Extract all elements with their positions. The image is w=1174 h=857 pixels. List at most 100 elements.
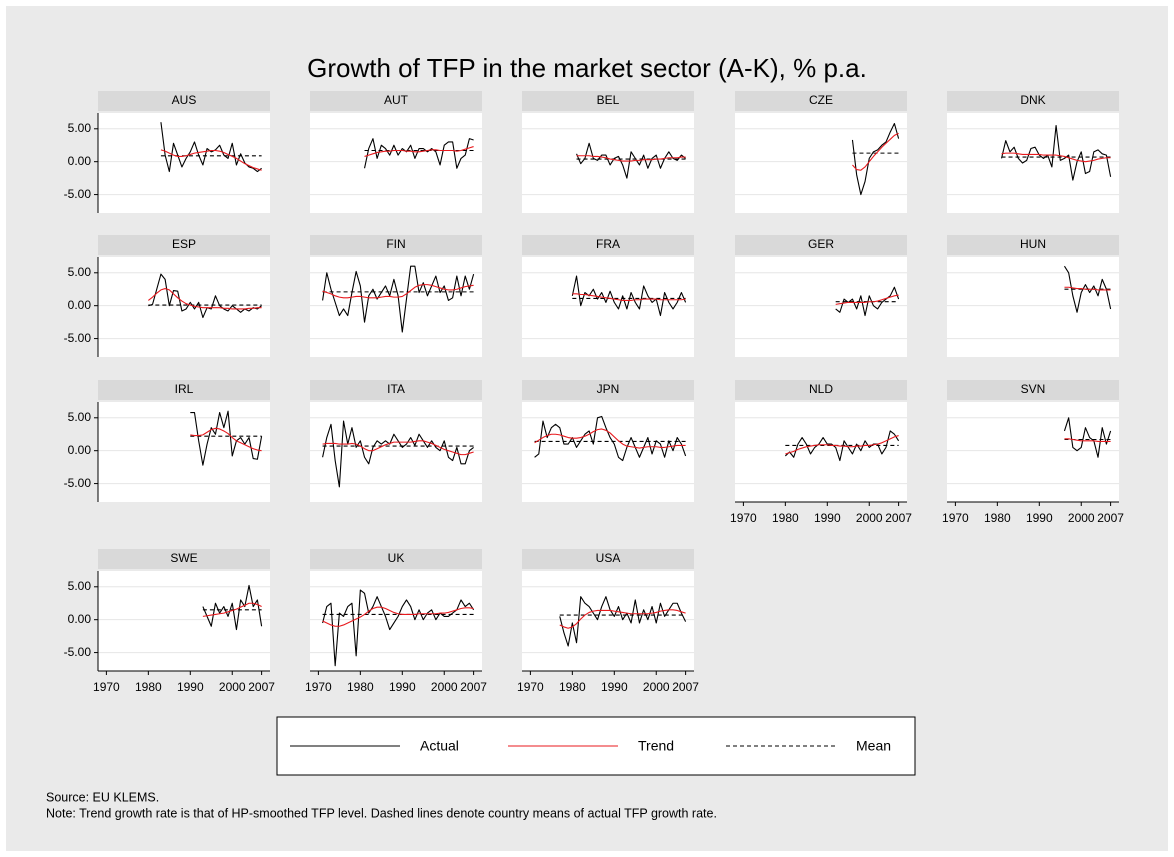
panel-title: CZE <box>809 93 833 107</box>
x-tick-label: 2000 <box>431 680 458 694</box>
x-tick-label: 2007 <box>248 680 275 694</box>
actual-line <box>202 584 263 631</box>
trend-line <box>1001 152 1111 163</box>
x-tick-label: 1970 <box>942 511 969 525</box>
actual-line <box>322 589 475 667</box>
panel-title: AUT <box>384 93 409 107</box>
panel-title: ITA <box>387 382 405 396</box>
panel-title: ESP <box>172 237 196 251</box>
x-tick-label: 1970 <box>730 511 757 525</box>
panel-header <box>522 549 694 569</box>
actual-line <box>576 142 686 179</box>
panel-header <box>522 91 694 111</box>
x-tick-label: 1980 <box>984 511 1011 525</box>
x-tick-label: 1970 <box>93 680 120 694</box>
actual-line <box>364 138 474 169</box>
actual-line <box>1001 124 1112 181</box>
panel-title: UK <box>388 551 405 565</box>
x-tick-label: 1990 <box>1026 511 1053 525</box>
legend-label: Trend <box>638 738 674 754</box>
x-tick-label: 2007 <box>460 680 487 694</box>
trend-line <box>148 288 262 310</box>
y-tick-label: 5.00 <box>68 265 92 279</box>
trend-line <box>190 427 262 452</box>
trend-line <box>572 293 686 301</box>
plot-area <box>310 113 482 213</box>
actual-line <box>559 596 687 647</box>
plot-area <box>98 402 270 502</box>
plot-area <box>310 257 482 357</box>
x-tick-label: 2000 <box>1068 511 1095 525</box>
x-tick-label: 1980 <box>347 680 374 694</box>
x-tick-label: 1990 <box>601 680 628 694</box>
panel-header <box>98 549 270 569</box>
panel-title: AUS <box>172 93 197 107</box>
x-tick-label: 1980 <box>135 680 162 694</box>
actual-line <box>784 430 900 462</box>
panel-header <box>310 549 482 569</box>
actual-line <box>190 410 263 466</box>
plot-area <box>522 402 694 502</box>
x-tick-label: 1970 <box>305 680 332 694</box>
actual-line <box>851 122 900 196</box>
x-tick-label: 2007 <box>885 511 912 525</box>
panel-title: HUN <box>1020 237 1046 251</box>
trend-line <box>576 155 686 162</box>
plot-area <box>522 257 694 357</box>
x-tick-label: 1990 <box>177 680 204 694</box>
x-tick-label: 1990 <box>814 511 841 525</box>
panel-header <box>522 380 694 400</box>
panel-title: DNK <box>1020 93 1045 107</box>
panel-header <box>735 235 907 255</box>
panel-title: USA <box>596 551 621 565</box>
plot-area <box>735 113 907 213</box>
x-tick-label: 2007 <box>672 680 699 694</box>
panel-title: FIN <box>386 237 405 251</box>
actual-line <box>160 122 262 173</box>
trend-line <box>364 146 474 157</box>
panel-header <box>947 91 1119 111</box>
y-tick-label: 5.00 <box>68 121 92 135</box>
trend-line <box>202 602 262 617</box>
trend-line <box>785 435 899 455</box>
y-tick-label: 0.00 <box>68 298 92 312</box>
panel-header <box>98 235 270 255</box>
panel-title: JPN <box>597 382 620 396</box>
panel-title: NLD <box>809 382 833 396</box>
panel-header <box>310 380 482 400</box>
panel-header <box>735 91 907 111</box>
trend-line <box>1064 286 1111 291</box>
plot-area <box>947 113 1119 213</box>
source-note: Source: EU KLEMS. <box>46 790 159 804</box>
plot-area <box>98 257 270 357</box>
trend-line <box>1064 438 1111 443</box>
actual-line <box>1063 265 1112 313</box>
y-tick-label: -5.00 <box>64 645 92 659</box>
legend-label: Actual <box>420 738 459 754</box>
panel-header <box>310 235 482 255</box>
panel-header <box>98 91 270 111</box>
x-tick-label: 2000 <box>643 680 670 694</box>
panel-title: SWE <box>170 551 197 565</box>
panel-header <box>522 235 694 255</box>
panel-title: IRL <box>175 382 194 396</box>
panel-title: BEL <box>597 93 620 107</box>
actual-line <box>534 415 687 462</box>
panel-title: FRA <box>596 237 620 251</box>
panel-title: SVN <box>1021 382 1046 396</box>
panel-header <box>947 235 1119 255</box>
trend-line <box>559 609 686 629</box>
trend-line <box>852 132 899 171</box>
panel-header <box>735 380 907 400</box>
y-tick-label: 0.00 <box>68 154 92 168</box>
y-tick-label: 5.00 <box>68 579 92 593</box>
trend-line <box>322 440 474 456</box>
plot-area <box>522 571 694 671</box>
trend-line <box>160 149 262 171</box>
x-tick-label: 1980 <box>559 680 586 694</box>
x-tick-label: 2000 <box>219 680 246 694</box>
y-tick-label: -5.00 <box>64 476 92 490</box>
legend-label: Mean <box>856 738 891 754</box>
